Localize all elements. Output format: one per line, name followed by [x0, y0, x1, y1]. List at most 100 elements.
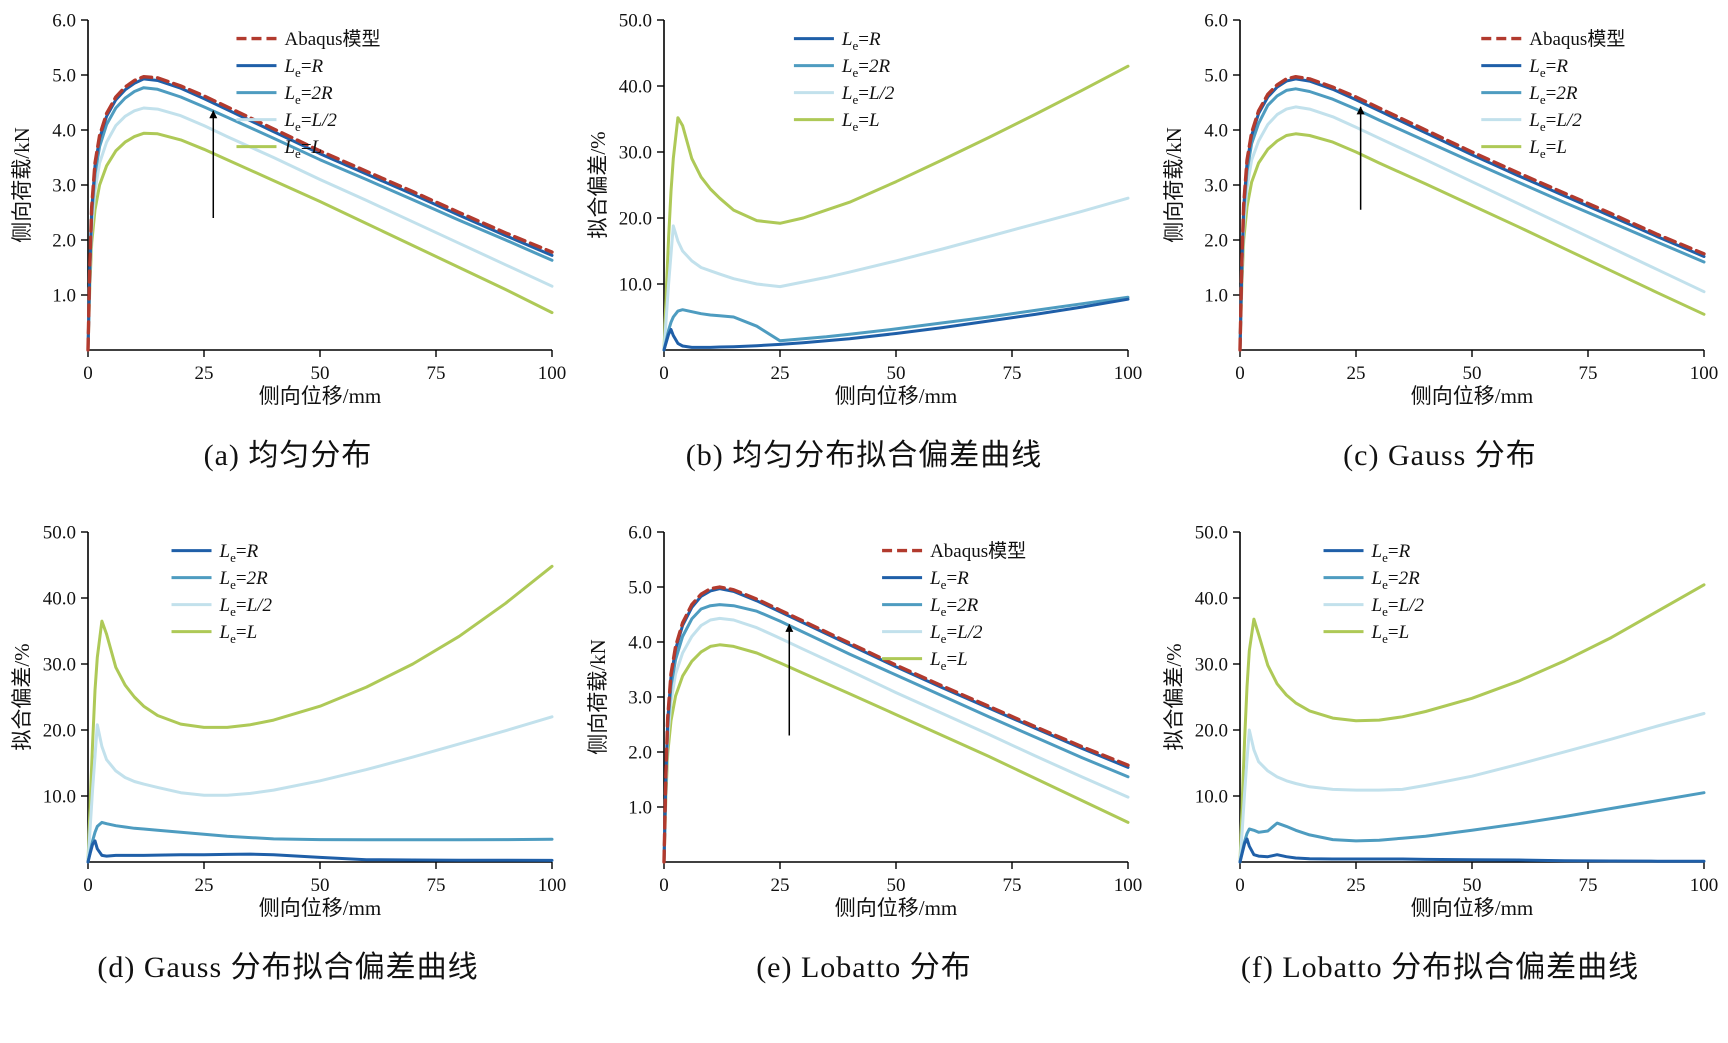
- figure-grid: 0 25 50 75 100 1.0 2.0 3.0 4.0 5.0 6.0 侧向位移/mm 侧向荷载/…: [0, 11, 1728, 986]
- chart-c-gauss-load: 0 25 50 75 100 1.0 2.0 3.0 4.0 5.0 6.0 侧向位移/mm 侧向荷载/…: [1162, 11, 1719, 409]
- x-tick-label: 100: [1114, 363, 1143, 384]
- legend-label: Le=L/2: [283, 110, 337, 134]
- x-tick-label: 25: [1347, 363, 1366, 384]
- y-tick-label: 40.0: [1195, 589, 1228, 610]
- y-tick-label: 50.0: [43, 523, 76, 544]
- y-tick-label: 3.0: [1204, 176, 1228, 197]
- y-tick-label: 10.0: [1195, 787, 1228, 808]
- series-line: [1238, 837, 1706, 864]
- legend-label: Le=R: [929, 568, 969, 592]
- legend-label: Le=R: [1371, 541, 1411, 565]
- x-tick-label: 75: [1003, 875, 1022, 896]
- series-line: [662, 196, 1130, 352]
- chart-f-lobatto-deviation: 0 25 50 75 100 10.0 20.0 30.0 40.0 50.0 侧向位移/mm 拟合偏…: [1162, 523, 1719, 921]
- legend-label: Le=L: [283, 137, 322, 161]
- y-tick-label: 2.0: [628, 743, 652, 764]
- x-tick-label: 100: [1690, 363, 1719, 384]
- legend-label: Le=R: [1528, 56, 1568, 80]
- legend-label: Le=L: [219, 622, 258, 646]
- y-tick-label: 20.0: [1195, 721, 1228, 742]
- legend-label: Le=L: [929, 649, 968, 673]
- y-tick-label: 1.0: [1204, 286, 1228, 307]
- x-tick-label: 50: [311, 363, 330, 384]
- chart-d-gauss-deviation: 0 25 50 75 100 10.0 20.0 30.0 40.0 50.0 侧向位移/mm 拟合偏…: [10, 523, 567, 921]
- y-tick-label: 10.0: [619, 275, 652, 296]
- x-tick-label: 50: [1463, 363, 1482, 384]
- y-tick-label: 50.0: [619, 11, 652, 32]
- x-axis-label: 侧向位移/mm: [835, 384, 958, 408]
- x-tick-label: 75: [427, 363, 446, 384]
- series-line: [1238, 74, 1706, 352]
- y-tick-label: 30.0: [43, 655, 76, 676]
- x-tick-label: 25: [195, 363, 214, 384]
- y-tick-label: 4.0: [628, 633, 652, 654]
- legend-label: Le=L/2: [1371, 595, 1425, 619]
- series-line: [1238, 583, 1706, 864]
- panel-f: 0 25 50 75 100 10.0 20.0 30.0 40.0 50.0 侧向位移/mm 拟合偏…: [1152, 518, 1728, 986]
- legend-label: Le=2R: [1371, 568, 1421, 592]
- series-line: [1238, 791, 1706, 864]
- chart-e-lobatto-load: 0 25 50 75 100 1.0 2.0 3.0 4.0 5.0 6.0 侧向位移/mm 侧向荷载/…: [586, 523, 1143, 921]
- legend-label: Le=R: [219, 541, 259, 565]
- y-tick-label: 4.0: [1204, 121, 1228, 142]
- series-line: [1238, 87, 1706, 352]
- caption-f: (f) Lobatto 分布拟合偏差曲线: [1240, 951, 1640, 984]
- series-line: [662, 603, 1130, 864]
- legend-label: Le=R: [283, 56, 323, 80]
- series-line: [86, 820, 554, 864]
- x-tick-label: 100: [538, 363, 567, 384]
- x-tick-label: 0: [659, 875, 669, 896]
- legend-label: Abaqus模型: [284, 28, 380, 50]
- x-tick-label: 75: [1579, 363, 1598, 384]
- y-axis-label: 侧向荷载/kN: [10, 127, 34, 243]
- x-tick-label: 100: [538, 875, 567, 896]
- x-tick-label: 75: [427, 875, 446, 896]
- x-tick-label: 100: [1114, 875, 1143, 896]
- series-line: [662, 616, 1130, 864]
- legend-label: Le=R: [841, 29, 881, 53]
- x-tick-label: 50: [311, 875, 330, 896]
- y-tick-label: 6.0: [628, 523, 652, 544]
- caption-e: (e) Lobatto 分布: [756, 951, 972, 984]
- y-axis-label: 拟合偏差/%: [1162, 643, 1186, 750]
- panel-d: 0 25 50 75 100 10.0 20.0 30.0 40.0 50.0 侧向位移/mm 拟合偏…: [0, 518, 576, 986]
- y-tick-label: 2.0: [52, 231, 76, 252]
- x-axis-label: 侧向位移/mm: [1411, 896, 1534, 920]
- legend-label: Le=2R: [1528, 83, 1578, 107]
- y-tick-label: 5.0: [52, 66, 76, 87]
- y-tick-label: 4.0: [52, 121, 76, 142]
- y-tick-label: 3.0: [52, 176, 76, 197]
- x-tick-label: 50: [1463, 875, 1482, 896]
- series-line: [662, 587, 1130, 864]
- x-tick-label: 100: [1690, 875, 1719, 896]
- y-tick-label: 10.0: [43, 787, 76, 808]
- legend-label: Le=2R: [283, 83, 333, 107]
- y-axis-label: 拟合偏差/%: [586, 131, 610, 238]
- y-tick-label: 3.0: [628, 688, 652, 709]
- x-tick-label: 0: [83, 363, 93, 384]
- series-line: [662, 297, 1130, 352]
- legend-label: Le=L: [841, 110, 880, 134]
- series-line: [86, 106, 554, 352]
- y-tick-label: 2.0: [1204, 231, 1228, 252]
- caption-a: (a) 均匀分布: [203, 439, 373, 472]
- legend-label: Abaqus模型: [1529, 28, 1625, 50]
- caption-b: (b) 均匀分布拟合偏差曲线: [685, 439, 1043, 472]
- y-tick-label: 40.0: [43, 589, 76, 610]
- y-tick-label: 1.0: [52, 286, 76, 307]
- y-tick-label: 30.0: [1195, 655, 1228, 676]
- legend-label: Le=2R: [929, 595, 979, 619]
- series-line: [1238, 132, 1706, 352]
- x-tick-label: 0: [1235, 875, 1245, 896]
- chart-b-uniform-deviation: 0 25 50 75 100 10.0 20.0 30.0 40.0 50.0 侧向位移/mm 拟合偏…: [586, 11, 1143, 409]
- x-tick-label: 0: [1235, 363, 1245, 384]
- y-tick-label: 1.0: [628, 798, 652, 819]
- x-tick-label: 25: [771, 875, 790, 896]
- legend-label: Le=L/2: [1528, 110, 1582, 134]
- y-axis-label: 拟合偏差/%: [10, 643, 34, 750]
- x-tick-label: 75: [1003, 363, 1022, 384]
- series-line: [86, 74, 554, 352]
- x-axis-label: 侧向位移/mm: [835, 896, 958, 920]
- series-line: [662, 295, 1130, 352]
- y-tick-label: 20.0: [619, 209, 652, 230]
